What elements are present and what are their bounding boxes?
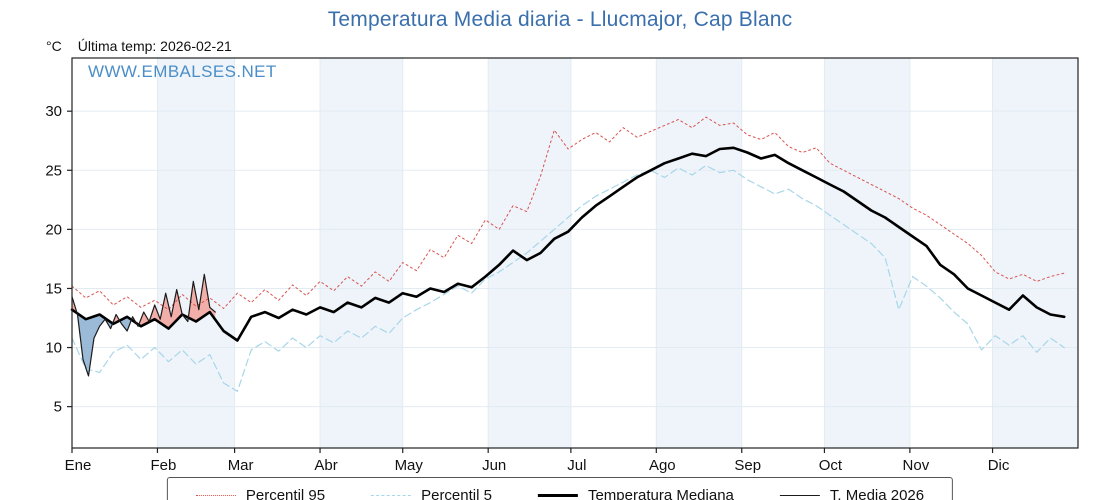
svg-text:Mar: Mar [228, 457, 254, 474]
legend-item-temperatura-mediana: Temperatura Mediana [537, 487, 734, 500]
legend-label-percentil-5: Percentil 5 [421, 487, 492, 500]
chart-title: Temperatura Media diaria - Llucmajor, Ca… [327, 8, 793, 31]
legend-label-t-media-2026: T. Media 2026 [829, 487, 925, 500]
legend-sample-temperatura-mediana [537, 494, 578, 497]
legend-item-percentil-5: Percentil 5 [371, 487, 492, 500]
legend-item-t-media-2026: T. Media 2026 [779, 487, 925, 500]
y-unit-label: °C [46, 38, 62, 54]
svg-text:Jul: Jul [567, 457, 586, 474]
legend-box: Percentil 95 Percentil 5 Temperatura Media… [166, 477, 954, 500]
top-left-labels: °C Última temp: 2026-02-21 [46, 38, 232, 54]
svg-text:Ene: Ene [65, 457, 92, 474]
svg-text:Feb: Feb [151, 457, 177, 474]
svg-text:30: 30 [45, 103, 62, 120]
svg-text:Ago: Ago [649, 457, 676, 474]
svg-text:Jun: Jun [482, 457, 506, 474]
svg-text:25: 25 [45, 162, 62, 179]
svg-text:Oct: Oct [819, 457, 843, 474]
svg-text:Nov: Nov [903, 457, 930, 474]
svg-text:15: 15 [45, 280, 62, 297]
svg-text:Dic: Dic [988, 457, 1010, 474]
svg-text:10: 10 [45, 340, 62, 357]
svg-text:5: 5 [54, 399, 62, 416]
legend-sample-t-media-2026 [779, 495, 820, 496]
legend-item-percentil-95: Percentil 95 [195, 487, 326, 500]
last-temp-label: Última temp: 2026-02-21 [77, 38, 232, 54]
svg-text:Sep: Sep [734, 457, 761, 474]
legend-sample-percentil-5 [371, 495, 412, 496]
legend-label-percentil-95: Percentil 95 [245, 487, 326, 500]
legend-sample-percentil-95 [195, 495, 236, 496]
svg-text:Abr: Abr [314, 457, 337, 474]
legend-label-temperatura-mediana: Temperatura Mediana [587, 487, 734, 500]
watermark-text: WWW.EMBALSES.NET [88, 62, 277, 81]
svg-text:May: May [395, 457, 424, 474]
svg-text:20: 20 [45, 221, 62, 238]
